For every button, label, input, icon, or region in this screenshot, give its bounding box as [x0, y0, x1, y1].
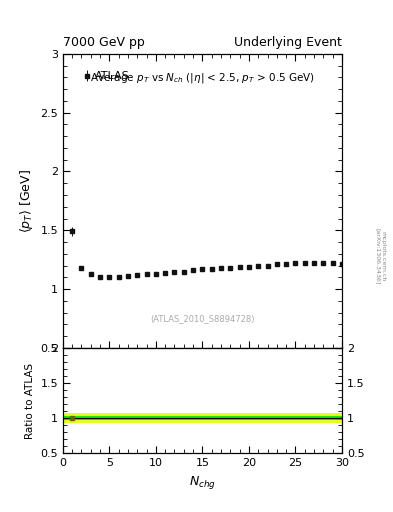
Text: Underlying Event: Underlying Event: [234, 36, 342, 49]
Text: 7000 GeV pp: 7000 GeV pp: [63, 36, 145, 49]
Y-axis label: $\langle p_T \rangle$ [GeV]: $\langle p_T \rangle$ [GeV]: [18, 169, 35, 233]
Text: mcplots.cern.ch: mcplots.cern.ch: [381, 231, 386, 281]
X-axis label: $N_{chg}$: $N_{chg}$: [189, 474, 216, 490]
Text: Average $p_T$ vs $N_{ch}$ ($|\eta|$ < 2.5, $p_T$ > 0.5 GeV): Average $p_T$ vs $N_{ch}$ ($|\eta|$ < 2.…: [90, 71, 315, 86]
Text: [arXiv:1306.3436]: [arXiv:1306.3436]: [375, 228, 380, 284]
Y-axis label: Ratio to ATLAS: Ratio to ATLAS: [25, 362, 35, 439]
Legend: ATLAS: ATLAS: [80, 68, 133, 85]
Text: (ATLAS_2010_S8894728): (ATLAS_2010_S8894728): [150, 314, 255, 323]
